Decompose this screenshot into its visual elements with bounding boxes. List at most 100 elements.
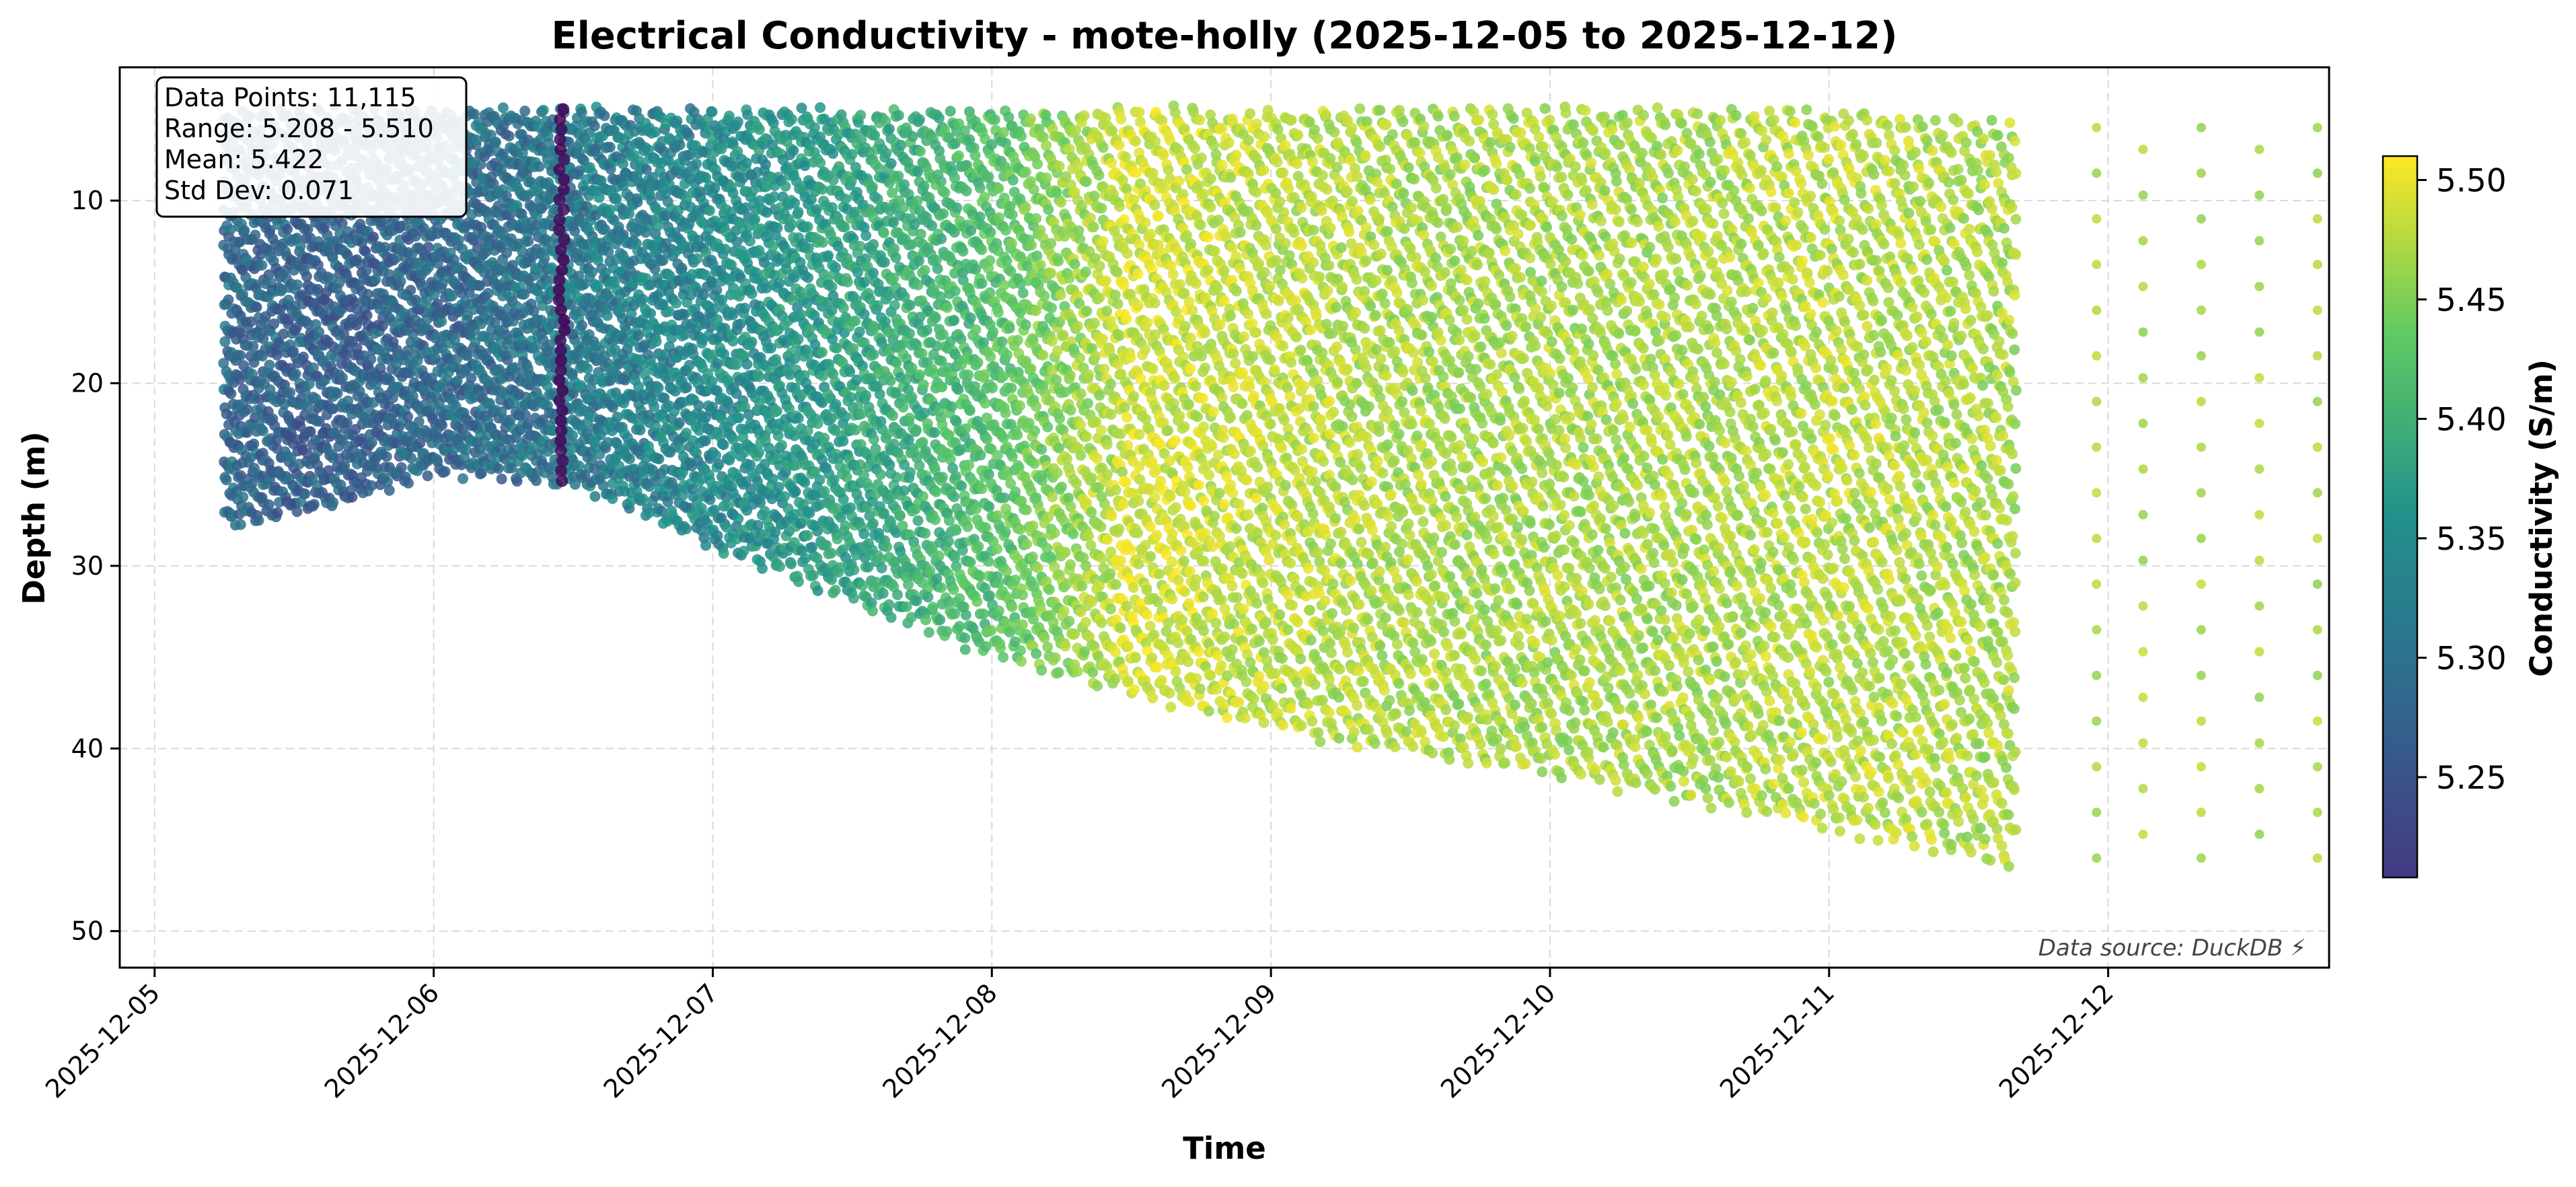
data-point	[264, 384, 276, 396]
data-point	[786, 219, 797, 229]
data-point	[285, 387, 296, 398]
data-point	[637, 493, 649, 505]
data-point	[786, 114, 797, 125]
data-point	[263, 269, 274, 281]
data-point	[248, 438, 260, 449]
data-point	[225, 388, 237, 400]
data-point	[718, 439, 729, 450]
data-point	[855, 110, 867, 121]
data-point	[848, 593, 859, 604]
data-point	[753, 447, 764, 458]
data-point	[744, 236, 756, 247]
data-point	[780, 180, 791, 192]
data-point	[637, 293, 649, 305]
data-point	[700, 540, 712, 551]
data-point	[719, 244, 731, 255]
data-point	[496, 473, 507, 484]
data-point	[704, 205, 715, 216]
data-point	[776, 439, 788, 451]
data-point	[253, 515, 264, 526]
data-point	[674, 139, 686, 151]
data-point	[839, 221, 850, 233]
data-point	[693, 400, 704, 411]
data-point	[406, 452, 416, 464]
data-point	[362, 289, 373, 300]
data-point	[816, 347, 827, 358]
data-point	[497, 102, 509, 114]
data-point	[733, 412, 745, 423]
data-point	[523, 236, 534, 247]
data-point	[601, 310, 613, 321]
data-point	[248, 340, 259, 352]
data-point	[793, 412, 804, 424]
data-point	[439, 466, 451, 477]
data-point	[250, 229, 261, 241]
data-point	[809, 122, 820, 133]
data-point	[405, 285, 416, 296]
data-point	[650, 127, 661, 138]
data-point	[850, 315, 861, 326]
data-point	[827, 174, 839, 186]
data-point	[538, 104, 549, 116]
data-point	[746, 336, 758, 348]
data-point	[802, 221, 813, 232]
data-point	[772, 430, 784, 441]
data-point	[774, 561, 786, 572]
data-point	[727, 336, 739, 347]
data-point	[589, 120, 600, 132]
data-point	[681, 382, 692, 393]
data-point	[366, 437, 377, 448]
data-point	[854, 241, 866, 252]
data-point	[848, 564, 860, 575]
data-point	[830, 262, 841, 273]
data-point	[860, 390, 872, 401]
data-point	[753, 371, 764, 382]
data-point	[760, 159, 772, 170]
data-point	[814, 474, 825, 485]
data-point	[422, 242, 434, 253]
data-point	[246, 478, 258, 489]
data-point	[576, 106, 587, 118]
data-point	[539, 253, 550, 264]
data-points	[218, 100, 2322, 872]
data-point	[533, 161, 545, 172]
data-point	[235, 350, 246, 361]
data-point	[383, 484, 395, 496]
data-point	[749, 214, 761, 225]
data-point	[268, 318, 280, 330]
data-point	[395, 276, 406, 287]
data-point	[413, 416, 425, 427]
data-point	[604, 141, 616, 153]
data-point	[790, 486, 801, 497]
data-point	[733, 513, 744, 524]
data-point	[603, 246, 614, 258]
data-point	[264, 225, 276, 236]
data-point	[301, 271, 312, 282]
data-point	[706, 106, 718, 118]
data-point	[741, 359, 753, 370]
data-point	[396, 462, 407, 473]
data-point	[802, 530, 813, 541]
data-point	[272, 507, 283, 518]
data-point	[838, 435, 849, 447]
data-point	[582, 363, 593, 374]
data-point	[235, 519, 246, 530]
data-point	[492, 463, 504, 474]
data-point	[858, 528, 870, 540]
data-point	[245, 316, 256, 328]
data-point	[381, 451, 392, 462]
data-point	[838, 493, 849, 505]
data-point	[223, 294, 234, 305]
data-point	[282, 223, 293, 235]
data-point	[457, 473, 469, 484]
data-point	[618, 158, 629, 170]
data-point	[753, 124, 765, 135]
data-point	[815, 157, 826, 168]
data-point	[825, 548, 837, 559]
data-point	[817, 237, 828, 248]
data-point	[291, 279, 303, 291]
data-point	[840, 193, 851, 205]
data-point	[757, 563, 768, 574]
data-point	[811, 204, 822, 215]
data-point	[653, 454, 665, 465]
